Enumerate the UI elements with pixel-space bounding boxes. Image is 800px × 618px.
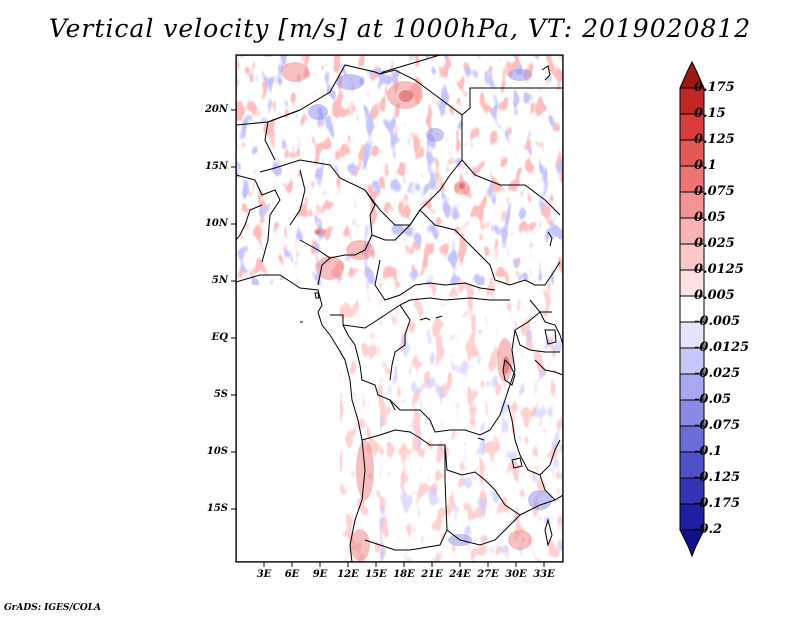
- lon-ticks: [263, 562, 545, 567]
- colorbar-segment: [679, 269, 705, 297]
- lat-label: 20N: [204, 104, 228, 115]
- colorbar-label: -0.175: [694, 496, 741, 511]
- colorbar-label: -0.125: [694, 470, 741, 485]
- colorbar-label: -0.025: [694, 366, 741, 381]
- colorbar-label: 0.125: [694, 132, 735, 147]
- lat-label: 10S: [206, 446, 228, 457]
- lat-ticks: [231, 109, 236, 510]
- colorbar-label: -0.075: [694, 418, 741, 433]
- lat-label: 15S: [206, 503, 228, 514]
- colorbar-segment: [679, 113, 705, 141]
- colorbar: [679, 60, 705, 558]
- lon-label: 12E: [337, 569, 359, 580]
- colorbar-label: -0.1: [694, 444, 723, 459]
- colorbar-bottom-arrow: [679, 529, 705, 558]
- colorbar-segment: [679, 347, 705, 375]
- colorbar-label: 0.175: [694, 80, 735, 95]
- colorbar-segment: [679, 295, 705, 323]
- colorbar-segment: [679, 243, 705, 271]
- colorbar-label: 0.005: [694, 288, 735, 303]
- lon-label: 27E: [477, 569, 499, 580]
- colorbar-segment: [679, 191, 705, 219]
- colorbar-segment: [679, 477, 705, 505]
- colorbar-label: 0.075: [694, 184, 735, 199]
- lat-label: 10N: [204, 218, 228, 229]
- credit-text: GrADS: IGES/COLA: [4, 603, 102, 613]
- colorbar-label: -0.2: [694, 522, 723, 537]
- lon-label: 18E: [393, 569, 415, 580]
- lon-label: 21E: [421, 569, 443, 580]
- colorbar-segment: [679, 87, 705, 115]
- lat-label: 15N: [204, 161, 228, 172]
- lon-label: 30E: [505, 569, 527, 580]
- colorbar-label: -0.0125: [694, 340, 750, 355]
- colorbar-label: 0.0125: [694, 262, 744, 277]
- lon-label: 24E: [449, 569, 471, 580]
- colorbar-label: 0.05: [694, 210, 726, 225]
- lon-label: 33E: [533, 569, 555, 580]
- colorbar-label: -0.05: [694, 392, 732, 407]
- lat-label: 5S: [213, 389, 228, 400]
- colorbar-segment: [679, 217, 705, 245]
- map-title: Vertical velocity [m/s] at 1000hPa, VT: …: [48, 14, 752, 43]
- velocity-field: [236, 55, 563, 562]
- lon-label: 6E: [284, 569, 300, 580]
- colorbar-label: -0.005: [694, 314, 741, 329]
- map-frame: [235, 54, 564, 563]
- lon-label: 3E: [256, 569, 272, 580]
- colorbar-segment: [679, 165, 705, 193]
- colorbar-segment: [679, 139, 705, 167]
- lon-label: 9E: [312, 569, 328, 580]
- lon-label: 15E: [365, 569, 387, 580]
- colorbar-label: 0.15: [694, 106, 726, 121]
- colorbar-label: 0.1: [694, 158, 717, 173]
- lat-label: 5N: [211, 275, 228, 286]
- colorbar-label: 0.025: [694, 236, 735, 251]
- lat-label: EQ: [211, 332, 228, 343]
- colorbar-segment: [679, 425, 705, 453]
